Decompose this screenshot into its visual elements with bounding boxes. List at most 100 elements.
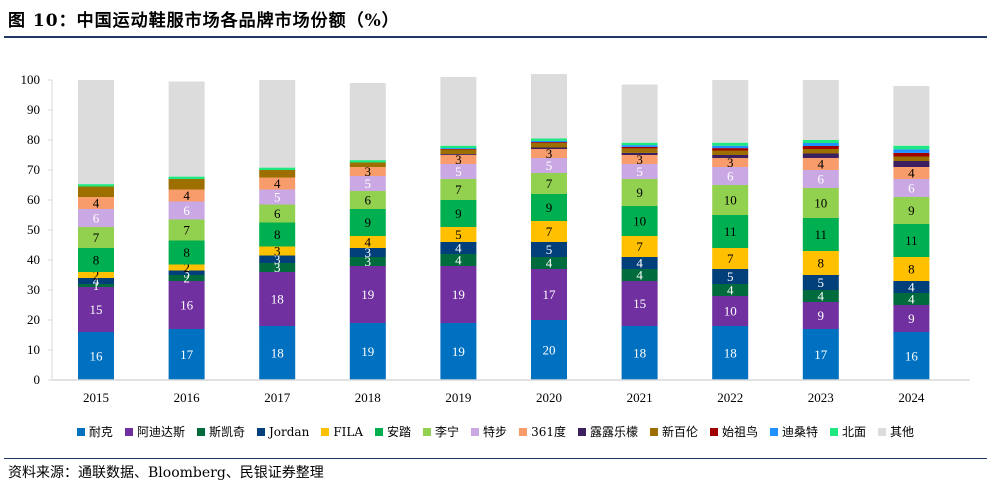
bar-segment [531, 142, 567, 143]
data-label: 3 [274, 252, 281, 267]
legend-swatch [830, 428, 839, 436]
data-label: 3 [274, 244, 281, 259]
bar-segment [802, 146, 839, 149]
bar-segment [712, 167, 749, 185]
bar-segment [531, 242, 567, 257]
bar-segment [893, 161, 930, 167]
bar-segment [802, 251, 839, 275]
bar-segment [712, 80, 749, 143]
data-label: 4 [727, 283, 734, 298]
data-label: 4 [93, 196, 100, 211]
data-label: 9 [546, 200, 553, 215]
data-label: 6 [818, 172, 825, 187]
bar-segment [802, 290, 839, 302]
bar-segment [531, 194, 567, 221]
legend-swatch [770, 428, 779, 436]
data-label: 3 [365, 164, 372, 179]
bar-segment [893, 149, 930, 153]
data-label: 9 [908, 311, 915, 326]
data-label: 19 [361, 287, 374, 302]
data-label: 5 [455, 227, 462, 242]
legend-swatch [423, 428, 432, 436]
bar-segment [349, 323, 386, 380]
bar-segment [802, 188, 839, 218]
bar-segment [893, 156, 930, 161]
legend-item: 迪桑特 [770, 423, 818, 440]
legend-swatch [577, 428, 586, 436]
data-label: 8 [93, 253, 100, 268]
bar-segment [712, 296, 749, 326]
data-label: 17 [180, 347, 194, 362]
bar-segment [802, 153, 839, 158]
bar-segment [531, 158, 567, 173]
data-label: 16 [905, 349, 919, 364]
bar-segment [78, 227, 114, 248]
y-tick-label: 40 [27, 252, 40, 267]
data-label: 1 [93, 278, 100, 293]
legend-swatch [878, 428, 887, 436]
bar-segment [712, 185, 749, 215]
bar-segment [621, 84, 658, 143]
bar-segment [78, 209, 114, 227]
bar-segment [168, 275, 205, 281]
x-tick-label: 2016 [174, 390, 201, 405]
chart-legend: 耐克 阿迪达斯 斯凯奇 Jordan FILA 安踏 李宁 特步 361度 露露乐檬 新百伦 始祖鸟 迪… [0, 423, 991, 440]
data-label: 9 [455, 206, 462, 221]
y-tick-label: 0 [34, 372, 41, 387]
bar-segment [893, 86, 930, 146]
data-label: 6 [183, 203, 190, 218]
bar-segment [259, 80, 296, 168]
bar-segment [712, 284, 749, 296]
data-label: 17 [814, 347, 828, 362]
bar-segment [349, 160, 386, 163]
bar-stack-2017: 18 18 333 8 654 [259, 80, 296, 380]
legend-label: 阿迪达斯 [136, 425, 185, 439]
bar-segment [440, 149, 477, 150]
legend-item: FILA [321, 425, 363, 439]
bar-segment [78, 284, 114, 287]
data-label: 19 [452, 287, 465, 302]
bar-segment [259, 204, 296, 223]
legend-label: 耐克 [88, 425, 113, 439]
bar-segment [259, 272, 296, 326]
bar-segment [440, 154, 477, 155]
bar-segment [621, 179, 658, 206]
bar-segment [712, 150, 749, 155]
legend-swatch [76, 428, 85, 436]
bar-segment [712, 269, 749, 284]
bar-segment [440, 77, 477, 146]
data-label: 6 [908, 181, 915, 196]
data-label: 4 [818, 157, 825, 172]
data-label: 18 [271, 292, 284, 307]
bar-segment [440, 266, 477, 323]
data-label: 8 [274, 227, 281, 242]
data-label: 5 [546, 242, 553, 257]
bar-segment [168, 240, 205, 265]
bar-segment [78, 248, 114, 272]
bar-segment [621, 145, 658, 147]
data-label: 4 [908, 280, 915, 295]
bar-segment [259, 255, 296, 263]
bar-segment [531, 138, 567, 141]
y-axis: 0 10 20 30 40 50 60 70 80 90 100 [21, 72, 53, 387]
data-label: 5 [274, 190, 281, 205]
data-label: 4 [546, 256, 553, 271]
y-tick-label: 10 [27, 342, 40, 357]
y-tick-label: 100 [21, 72, 41, 87]
y-tick-label: 20 [27, 312, 40, 327]
bar-segment [78, 278, 114, 284]
bar-segment [440, 145, 477, 149]
bar-segment [440, 155, 477, 164]
bar-segment [531, 143, 567, 148]
data-label: 5 [546, 158, 553, 173]
legend-item: Jordan [256, 425, 309, 439]
bar-segment [621, 164, 658, 179]
data-label: 16 [90, 349, 104, 364]
data-label: 2 [183, 271, 190, 286]
data-label: 7 [455, 182, 462, 197]
bar-segment [621, 148, 658, 153]
data-label: 10 [724, 193, 737, 208]
bar-segment [802, 170, 839, 188]
bar-segment [621, 142, 658, 146]
